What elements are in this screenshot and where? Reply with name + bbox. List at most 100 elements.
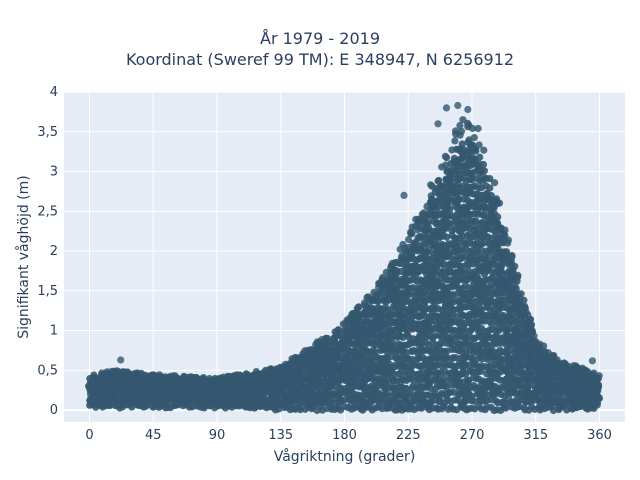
data-point	[514, 290, 523, 298]
data-point	[301, 347, 309, 355]
data-point	[491, 179, 499, 187]
data-point	[552, 382, 560, 390]
data-point	[476, 153, 484, 161]
data-point	[502, 248, 511, 256]
data-point	[402, 349, 411, 357]
data-point	[593, 401, 601, 409]
data-point	[521, 310, 529, 318]
data-point	[384, 306, 392, 314]
x-tick-label: 0	[85, 428, 93, 443]
y-tick-label: 1,5	[37, 284, 58, 299]
data-point	[480, 146, 488, 154]
data-point	[452, 130, 460, 138]
y-axis-label: Signifikant våghöjd (m)	[15, 175, 32, 338]
data-point	[512, 284, 520, 293]
data-point	[508, 253, 516, 261]
data-point	[595, 381, 603, 389]
y-tick-label: 4	[50, 85, 58, 100]
data-point	[405, 235, 413, 244]
data-point	[374, 320, 382, 328]
data-point	[594, 386, 602, 395]
data-point	[418, 404, 426, 412]
data-point	[509, 268, 517, 276]
data-point	[390, 340, 398, 348]
data-point	[544, 349, 552, 357]
data-point	[150, 381, 158, 389]
data-point	[456, 121, 464, 130]
data-point	[442, 104, 451, 112]
y-tick-label: 2,5	[37, 204, 58, 219]
x-tick-label: 45	[145, 428, 162, 443]
data-point	[321, 376, 329, 385]
data-point	[90, 375, 98, 383]
data-point	[399, 240, 407, 249]
data-point	[577, 368, 586, 376]
y-tick-label: 0	[50, 403, 58, 418]
data-point	[475, 141, 483, 149]
y-tick-label: 3	[50, 165, 58, 180]
data-point	[443, 383, 451, 391]
data-point	[520, 296, 528, 304]
data-point	[588, 357, 597, 365]
data-point	[159, 382, 167, 390]
data-point	[455, 239, 463, 248]
data-point	[434, 120, 442, 128]
data-point	[438, 163, 446, 171]
data-point	[400, 191, 408, 199]
data-point	[408, 230, 416, 238]
data-point	[443, 233, 451, 241]
x-axis-label: Vågriktning (grader)	[274, 448, 416, 465]
data-point	[454, 101, 462, 110]
data-point	[421, 398, 429, 406]
data-point	[479, 160, 488, 169]
data-point	[340, 360, 348, 368]
data-point	[472, 147, 480, 155]
data-point	[451, 137, 459, 145]
data-point	[418, 325, 426, 334]
data-point	[525, 318, 533, 326]
data-point	[206, 382, 214, 390]
data-point	[106, 402, 114, 410]
data-point	[321, 398, 329, 407]
data-point	[524, 384, 532, 392]
data-point	[526, 325, 534, 333]
x-tick-label: 360	[587, 428, 612, 443]
data-point	[487, 192, 495, 200]
chart-title-line1: År 1979 - 2019	[260, 29, 380, 48]
data-point	[300, 399, 308, 407]
data-point	[508, 260, 516, 268]
data-point	[468, 392, 476, 400]
data-point	[497, 224, 505, 232]
data-point	[595, 395, 603, 403]
data-point	[399, 354, 407, 362]
data-point	[458, 140, 466, 148]
data-point	[441, 152, 449, 160]
data-point	[505, 347, 513, 355]
data-point	[494, 213, 502, 221]
x-tick-label: 90	[209, 428, 226, 443]
x-tick-label: 180	[332, 428, 357, 443]
data-point	[493, 312, 501, 320]
data-point	[486, 184, 494, 192]
data-point	[520, 304, 528, 312]
chart-title-line2: Koordinat (Sweref 99 TM): E 348947, N 62…	[125, 50, 515, 69]
data-point	[577, 402, 585, 411]
data-point	[471, 303, 479, 311]
data-point	[560, 361, 568, 369]
y-tick-label: 0,5	[37, 363, 58, 378]
data-point	[469, 141, 477, 149]
data-point	[470, 134, 478, 142]
data-point	[468, 176, 476, 184]
data-point	[446, 176, 454, 184]
data-point	[474, 124, 482, 133]
data-point	[480, 167, 488, 175]
data-point	[315, 338, 323, 347]
data-point	[501, 232, 509, 240]
data-point	[402, 384, 410, 392]
x-tick-label: 315	[523, 428, 548, 443]
data-point	[412, 262, 420, 270]
y-tick-label: 2	[50, 244, 58, 259]
data-point	[446, 206, 454, 214]
data-point	[511, 333, 519, 341]
data-point	[486, 377, 494, 385]
